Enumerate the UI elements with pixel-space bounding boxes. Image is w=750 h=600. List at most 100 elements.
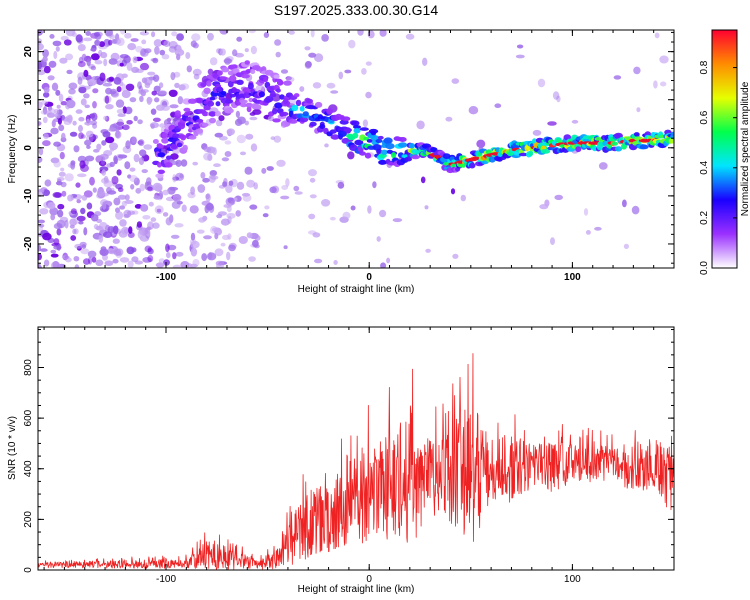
spectrogram-noise-cell — [115, 129, 120, 139]
spectrogram-noise-cell — [190, 247, 198, 257]
spectrogram-noise-cell — [537, 78, 546, 88]
spectrogram-noise-cell — [53, 50, 58, 60]
snr-series-line — [38, 353, 674, 570]
spectrogram-noise-cell — [283, 245, 288, 250]
spectrogram-noise-cell — [468, 106, 479, 115]
spectrogram-noise-cell — [222, 234, 230, 241]
spectrogram-ridge-cell — [177, 122, 186, 130]
spectrogram-noise-cell — [104, 95, 110, 104]
spectrogram-noise-cell — [40, 100, 49, 105]
spectrogram-noise-cell — [42, 116, 48, 124]
spectrogram-noise-cell — [122, 106, 127, 114]
spectrogram-noise-cell — [63, 39, 72, 46]
spectrogram-noise-cell — [246, 232, 253, 239]
spectrogram-noise-cell — [326, 82, 336, 89]
spectrogram-noise-cell — [98, 160, 107, 167]
spectrogram-noise-cell — [450, 188, 456, 195]
spectrogram-ridge-cell — [155, 173, 164, 179]
spectrogram-ridge-cell — [283, 80, 292, 86]
spectrogram-ytick-label: 20 — [23, 46, 34, 58]
spectrogram-noise-cell — [99, 41, 105, 48]
spectrogram-noise-cell — [200, 172, 206, 179]
spectrogram-ridge-cell — [157, 169, 165, 174]
spectrogram-noise-cell — [515, 54, 525, 59]
spectrogram-ridge-cell — [670, 131, 674, 137]
spectrogram-ridge-cell — [226, 98, 232, 104]
spectrogram-noise-cell — [451, 78, 460, 84]
spectrogram-ridge-cell — [443, 162, 450, 166]
spectrogram-noise-cell — [266, 166, 274, 171]
spectrogram-noise-cell — [226, 128, 235, 136]
colorbar-gradient — [711, 29, 738, 269]
spectrogram-noise-cell — [146, 97, 153, 104]
chart-title: S197.2025.333.00.30.G14 — [274, 2, 438, 18]
spectrogram-noise-cell — [269, 186, 277, 194]
spectrogram-noise-cell — [106, 163, 113, 168]
spectrogram-noise-cell — [139, 95, 144, 103]
spectrogram-noise-cell — [71, 32, 77, 37]
spectrogram-noise-cell — [235, 210, 241, 217]
spectrogram-noise-cell — [89, 120, 98, 126]
spectrogram-noise-cell — [228, 244, 236, 252]
spectrogram-noise-cell — [172, 193, 182, 202]
spectrogram-noise-cell — [174, 223, 184, 228]
spectrogram-ridge-cell — [380, 149, 389, 155]
spectrogram-noise-cell — [236, 181, 245, 190]
spectrogram-noise-cell — [153, 85, 161, 93]
spectrogram-noise-cell — [191, 33, 201, 41]
spectrogram-noise-cell — [261, 167, 267, 174]
spectrogram-noise-cell — [379, 30, 387, 37]
spectrogram-ridge-cell — [291, 104, 299, 112]
spectrogram-noise-cell — [102, 131, 111, 138]
spectrogram-noise-cell — [205, 193, 210, 200]
spectrogram-noise-cell — [49, 34, 55, 39]
spectrogram-noise-cell — [299, 86, 305, 92]
spectrogram-noise-cell — [337, 181, 345, 189]
spectrogram-ridge-cell — [377, 135, 384, 140]
spectrogram-noise-cell — [304, 46, 311, 51]
spectrogram-noise-cell — [38, 244, 42, 252]
spectrogram-noise-cell — [161, 105, 171, 111]
spectrogram-noise-cell — [136, 221, 142, 228]
spectrogram-noise-cell — [235, 52, 244, 58]
spectrogram-noise-cell — [235, 110, 240, 118]
spectrogram-noise-cell — [314, 53, 324, 63]
spectrogram-ridge-cell — [209, 117, 216, 124]
spectrogram-noise-cell — [207, 32, 214, 41]
spectrogram-noise-cell — [210, 225, 218, 234]
spectrogram-noise-cell — [65, 115, 73, 123]
spectrogram-ridge-cell — [216, 86, 223, 92]
spectrogram-xtick-label: 100 — [564, 272, 581, 283]
spectrogram-noise-cell — [175, 251, 184, 257]
spectrogram-noise-cell — [99, 153, 109, 160]
spectrogram-noise-cell — [68, 88, 76, 95]
spectrogram-ridge-cell — [203, 87, 211, 95]
spectrogram-noise-cell — [151, 31, 156, 38]
snr-ytick-label: 800 — [23, 359, 34, 376]
spectrogram-noise-cell — [78, 132, 84, 140]
spectrogram-ridge-cell — [353, 125, 361, 129]
spectrogram-ridge-cell — [246, 106, 252, 113]
spectrogram-noise-cell — [189, 205, 199, 214]
spectrogram-noise-cell — [86, 145, 91, 149]
spectrogram-noise-cell — [60, 167, 65, 172]
spectrogram-noise-cell — [176, 33, 185, 41]
spectrogram-ridge-cell — [279, 111, 289, 117]
spectrogram-noise-cell — [219, 30, 229, 35]
spectrogram-noise-cell — [192, 68, 202, 76]
spectrogram-noise-cell — [248, 256, 256, 262]
spectrogram-noise-cell — [202, 177, 210, 183]
spectrogram-noise-cell — [90, 65, 97, 71]
spectrogram-noise-cell — [309, 177, 316, 183]
spectrogram-noise-cell — [238, 236, 248, 244]
spectrogram-noise-cell — [153, 195, 161, 200]
spectrogram-noise-cell — [633, 66, 641, 75]
spectrogram-noise-cell — [143, 48, 152, 54]
spectrogram-noise-cell — [264, 205, 270, 210]
spectrogram-noise-cell — [38, 219, 45, 224]
spectrogram-noise-cell — [42, 106, 48, 115]
spectrogram-ridge-cell — [200, 82, 207, 87]
spectrogram-ridge-cell — [185, 116, 192, 122]
spectrogram-noise-cell — [342, 211, 351, 219]
snr-xtick-label: 100 — [564, 574, 581, 585]
